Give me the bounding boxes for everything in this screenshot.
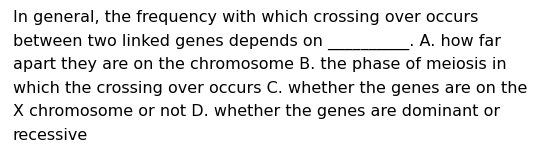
Text: In general, the frequency with which crossing over occurs: In general, the frequency with which cro… [13, 10, 478, 25]
Text: apart they are on the chromosome B. the phase of meiosis in: apart they are on the chromosome B. the … [13, 57, 507, 72]
Text: which the crossing over occurs C. whether the genes are on the: which the crossing over occurs C. whethe… [13, 80, 527, 96]
Text: between two linked genes depends on __________. A. how far: between two linked genes depends on ____… [13, 34, 501, 50]
Text: X chromosome or not D. whether the genes are dominant or: X chromosome or not D. whether the genes… [13, 104, 500, 119]
Text: recessive: recessive [13, 127, 88, 142]
